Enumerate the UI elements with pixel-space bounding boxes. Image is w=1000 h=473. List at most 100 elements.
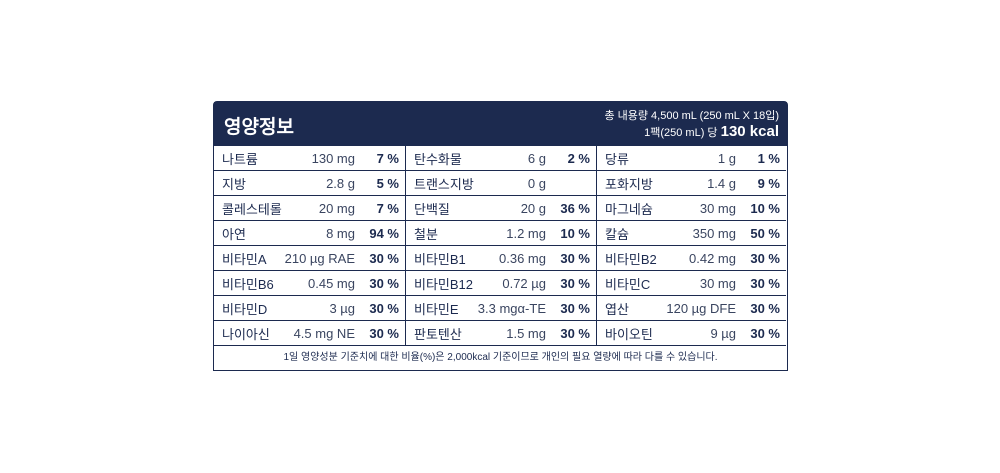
nutrient-amount: 0.45 mg (308, 275, 355, 291)
footnote: 1일 영양성분 기준치에 대한 비율(%)은 2,000kcal 기준이므로 개… (283, 352, 718, 363)
nutrient-amount: 6 g (527, 150, 546, 166)
nutrient-amount: 1.2 mg (506, 225, 546, 241)
nutrient-percent: 1 % (757, 150, 780, 166)
nutrient-percent: 30 % (560, 325, 590, 341)
nutrient-name: 나이아신 (222, 326, 270, 342)
nutrient-amount: 1.4 g (707, 175, 736, 191)
nutrient-name: 탄수화물 (414, 151, 462, 167)
nutrient-amount: 9 µg (710, 325, 736, 341)
nutrient-name: 당류 (605, 151, 629, 167)
nutrient-name: 마그네슘 (605, 201, 653, 217)
nutrient-cell: 탄수화물 6 g 2 % (406, 146, 597, 171)
nutrient-amount: 120 µg DFE (666, 300, 736, 316)
nutrient-amount: 0.72 µg (502, 275, 546, 291)
nutrient-amount: 130 mg (311, 150, 355, 166)
nutrient-percent: 7 % (376, 200, 399, 216)
nutrient-amount: 350 mg (692, 225, 736, 241)
nutrient-cell: 단백질 20 g 36 % (406, 196, 597, 221)
nutrient-name: 단백질 (414, 201, 450, 217)
nutrient-percent: 30 % (369, 275, 399, 291)
nutrient-amount: 30 mg (699, 275, 736, 291)
nutrient-percent: 30 % (750, 275, 780, 291)
nutrient-amount: 2.8 g (326, 175, 355, 191)
nutrient-percent: 10 % (560, 225, 590, 241)
nutrient-cell: 콜레스테롤 20 mg 7 % (214, 196, 406, 221)
nutrient-amount: 0.42 mg (689, 250, 736, 266)
kcal-value: 130 kcal (720, 123, 779, 140)
nutrient-amount: 0.36 mg (499, 250, 546, 266)
nutrient-percent: 30 % (369, 300, 399, 316)
nutrient-cell: 비타민B2 0.42 mg 30 % (597, 246, 786, 271)
nutrient-cell: 지방 2.8 g 5 % (214, 171, 406, 196)
nutrient-name: 트랜스지방 (414, 176, 474, 192)
nutrient-cell: 칼슘 350 mg 50 % (597, 221, 786, 246)
nutrient-percent: 30 % (369, 325, 399, 341)
nutrient-amount: 3.3 mgα-TE (477, 300, 546, 316)
nutrition-facts-table: 영양정보 총 내용량 4,500 mL (250 mL X 18입) 1팩(25… (213, 101, 788, 371)
nutrient-cell: 철분 1.2 mg 10 % (406, 221, 597, 246)
nutrient-amount: 20 g (520, 200, 546, 216)
nutrient-percent: 30 % (750, 300, 780, 316)
nutrient-amount: 210 µg RAE (284, 250, 355, 266)
nutrient-name: 아연 (222, 226, 246, 242)
nutrient-amount: 3 µg (329, 300, 355, 316)
nutrient-name: 비타민E (414, 301, 459, 317)
per-pack-calories: 1팩(250 mL) 당 130 kcal (644, 123, 779, 140)
nutrient-name: 콜레스테롤 (222, 201, 282, 217)
nutrient-name: 엽산 (605, 301, 629, 317)
nutrient-name: 비타민A (222, 251, 267, 267)
nutrient-amount: 8 mg (326, 225, 355, 241)
nutrient-name: 철분 (414, 226, 438, 242)
nutrient-percent: 30 % (560, 300, 590, 316)
nutrient-percent: 30 % (560, 275, 590, 291)
nutrient-cell: 당류 1 g 1 % (597, 146, 786, 171)
nutrient-name: 비타민B1 (414, 251, 466, 267)
nutrient-cell: 나트륨 130 mg 7 % (214, 146, 406, 171)
nutrient-percent: 5 % (376, 175, 399, 191)
nutrient-cell: 판토텐산 1.5 mg 30 % (406, 321, 597, 346)
nutrient-cell: 바이오틴 9 µg 30 % (597, 321, 786, 346)
nutrient-cell: 비타민B12 0.72 µg 30 % (406, 271, 597, 296)
nutrient-cell: 아연 8 mg 94 % (214, 221, 406, 246)
nutrient-percent: 7 % (376, 150, 399, 166)
nutrient-amount: 0 g (527, 175, 546, 191)
nutrient-percent: 30 % (560, 250, 590, 266)
per-pack-label: 1팩(250 mL) 당 (644, 127, 718, 139)
nutrient-percent: 10 % (750, 200, 780, 216)
nutrient-name: 비타민C (605, 276, 651, 292)
nutrient-name: 나트륨 (222, 151, 258, 167)
nutrient-name: 포화지방 (605, 176, 653, 192)
nutrient-amount: 1 g (717, 150, 736, 166)
nutrient-name: 비타민B2 (605, 251, 657, 267)
nutrient-amount: 1.5 mg (506, 325, 546, 341)
table-title: 영양정보 (224, 117, 294, 138)
nutrient-cell: 비타민B1 0.36 mg 30 % (406, 246, 597, 271)
nutrient-percent: 9 % (757, 175, 780, 191)
nutrient-cell: 마그네슘 30 mg 10 % (597, 196, 786, 221)
nutrient-amount: 30 mg (699, 200, 736, 216)
nutrient-cell: 포화지방 1.4 g 9 % (597, 171, 786, 196)
nutrient-percent: 94 % (369, 225, 399, 241)
total-volume: 총 내용량 4,500 mL (250 mL X 18입) (604, 110, 779, 122)
nutrient-name: 지방 (222, 176, 246, 192)
nutrient-name: 판토텐산 (414, 326, 462, 342)
nutrient-cell: 나이아신 4.5 mg NE 30 % (214, 321, 406, 346)
nutrient-percent: 2 % (567, 150, 590, 166)
nutrient-percent: 30 % (750, 250, 780, 266)
nutrient-percent: 30 % (750, 325, 780, 341)
nutrient-cell: 비타민A 210 µg RAE 30 % (214, 246, 406, 271)
nutrient-cell: 트랜스지방 0 g (406, 171, 597, 196)
nutrient-percent: 30 % (369, 250, 399, 266)
nutrient-name: 칼슘 (605, 226, 629, 242)
nutrient-percent: 50 % (750, 225, 780, 241)
nutrient-amount: 4.5 mg NE (293, 325, 355, 341)
nutrient-cell: 비타민B6 0.45 mg 30 % (214, 271, 406, 296)
nutrient-name: 바이오틴 (605, 326, 653, 342)
nutrient-grid: 나트륨 130 mg 7 % 탄수화물 6 g 2 % 당류 1 g 1 % 지방 2.8 g 5 %… (214, 146, 787, 346)
nutrient-name: 비타민D (222, 301, 268, 317)
nutrient-cell: 비타민D 3 µg 30 % (214, 296, 406, 321)
nutrient-cell: 비타민C 30 mg 30 % (597, 271, 786, 296)
nutrient-amount: 20 mg (318, 200, 355, 216)
nutrient-percent: 36 % (560, 200, 590, 216)
table-header: 영양정보 총 내용량 4,500 mL (250 mL X 18입) 1팩(25… (214, 102, 787, 146)
